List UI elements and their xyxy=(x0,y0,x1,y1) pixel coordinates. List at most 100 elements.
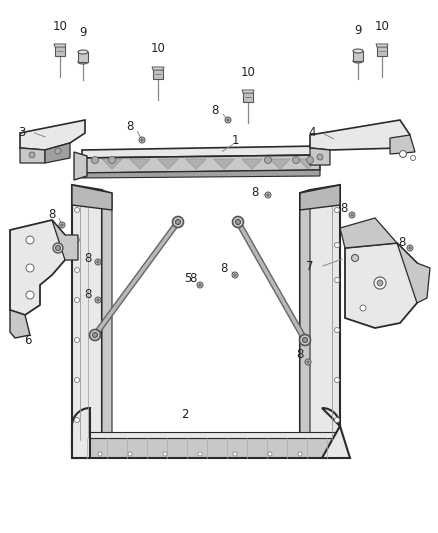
Circle shape xyxy=(74,417,80,423)
Circle shape xyxy=(305,359,311,365)
Polygon shape xyxy=(52,220,78,260)
Circle shape xyxy=(98,452,102,456)
Circle shape xyxy=(317,154,323,160)
Circle shape xyxy=(267,194,269,196)
Polygon shape xyxy=(72,408,90,458)
Polygon shape xyxy=(10,220,65,315)
Circle shape xyxy=(303,337,307,343)
Circle shape xyxy=(74,377,80,383)
Circle shape xyxy=(176,220,180,224)
Circle shape xyxy=(351,214,353,216)
Text: 1: 1 xyxy=(231,133,239,147)
Text: 6: 6 xyxy=(24,334,32,346)
Polygon shape xyxy=(82,170,320,178)
Circle shape xyxy=(236,220,240,224)
Circle shape xyxy=(300,335,311,345)
Circle shape xyxy=(335,417,339,423)
Circle shape xyxy=(335,207,339,213)
Polygon shape xyxy=(300,190,310,450)
Circle shape xyxy=(109,157,116,164)
Circle shape xyxy=(29,152,35,158)
Circle shape xyxy=(307,361,309,363)
Polygon shape xyxy=(102,159,122,169)
Circle shape xyxy=(233,452,237,456)
Ellipse shape xyxy=(353,49,363,53)
Circle shape xyxy=(227,119,229,121)
Polygon shape xyxy=(353,51,363,61)
Circle shape xyxy=(335,278,339,282)
Circle shape xyxy=(55,148,61,154)
Circle shape xyxy=(128,452,132,456)
Text: 9: 9 xyxy=(354,25,362,37)
Text: 4: 4 xyxy=(308,126,316,140)
Circle shape xyxy=(139,137,145,143)
Polygon shape xyxy=(102,190,112,450)
Polygon shape xyxy=(377,46,387,56)
Circle shape xyxy=(352,254,358,262)
Polygon shape xyxy=(376,44,388,47)
Text: 8: 8 xyxy=(189,271,197,285)
Polygon shape xyxy=(270,159,290,169)
Polygon shape xyxy=(397,243,430,303)
Polygon shape xyxy=(72,185,112,210)
Circle shape xyxy=(409,247,411,249)
Polygon shape xyxy=(82,155,320,173)
Polygon shape xyxy=(158,159,178,169)
Text: 8: 8 xyxy=(84,252,92,264)
Ellipse shape xyxy=(78,60,88,64)
Circle shape xyxy=(95,259,101,265)
Text: 3: 3 xyxy=(18,125,26,139)
Circle shape xyxy=(234,274,236,276)
Polygon shape xyxy=(10,310,30,338)
Text: 8: 8 xyxy=(297,349,304,361)
Text: 8: 8 xyxy=(48,207,56,221)
Polygon shape xyxy=(322,408,350,458)
Ellipse shape xyxy=(78,50,88,54)
Text: 8: 8 xyxy=(126,120,134,133)
Circle shape xyxy=(97,299,99,301)
Text: 9: 9 xyxy=(79,26,87,38)
Circle shape xyxy=(53,243,63,253)
Circle shape xyxy=(92,157,99,164)
Polygon shape xyxy=(152,67,164,70)
Circle shape xyxy=(265,192,271,198)
Circle shape xyxy=(163,452,167,456)
Polygon shape xyxy=(78,52,88,62)
Circle shape xyxy=(399,150,406,157)
Text: 7: 7 xyxy=(306,261,314,273)
Polygon shape xyxy=(153,69,163,79)
Circle shape xyxy=(197,282,203,288)
Circle shape xyxy=(335,243,339,247)
Circle shape xyxy=(293,157,300,164)
Text: 8: 8 xyxy=(398,236,406,248)
Circle shape xyxy=(268,452,272,456)
Circle shape xyxy=(26,291,34,299)
Circle shape xyxy=(74,238,80,243)
Circle shape xyxy=(199,284,201,286)
Circle shape xyxy=(377,280,383,286)
Polygon shape xyxy=(20,148,45,163)
Text: 8: 8 xyxy=(84,288,92,302)
Polygon shape xyxy=(298,159,318,169)
Circle shape xyxy=(26,264,34,272)
Polygon shape xyxy=(340,218,397,248)
Circle shape xyxy=(307,157,314,164)
Circle shape xyxy=(141,139,143,141)
Polygon shape xyxy=(72,438,340,458)
Circle shape xyxy=(407,245,413,251)
Text: 5: 5 xyxy=(184,271,192,285)
Circle shape xyxy=(198,452,202,456)
Circle shape xyxy=(232,272,238,278)
Polygon shape xyxy=(310,148,330,165)
Circle shape xyxy=(74,297,80,303)
Circle shape xyxy=(225,117,231,123)
Polygon shape xyxy=(300,185,340,450)
Polygon shape xyxy=(243,92,253,102)
Ellipse shape xyxy=(353,59,363,63)
Circle shape xyxy=(89,329,100,341)
Circle shape xyxy=(74,207,80,213)
Circle shape xyxy=(97,261,99,263)
Circle shape xyxy=(374,277,386,289)
Circle shape xyxy=(335,377,339,383)
Text: 10: 10 xyxy=(374,20,389,33)
